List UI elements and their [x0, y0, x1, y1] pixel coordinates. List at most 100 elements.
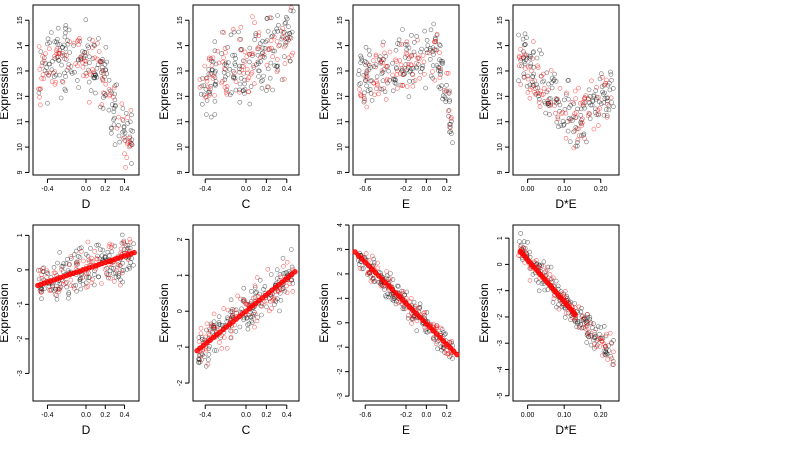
data-point — [571, 129, 576, 135]
data-point — [605, 102, 610, 107]
data-point — [390, 88, 396, 94]
data-point — [283, 20, 289, 26]
fit-point — [382, 280, 389, 286]
data-point — [556, 306, 562, 312]
data-point — [609, 78, 614, 83]
fit-point — [207, 337, 213, 343]
data-point — [367, 52, 373, 58]
y-tick-label: 13 — [17, 67, 24, 75]
fit-points — [35, 249, 137, 289]
fit-point — [194, 348, 200, 354]
data-point — [80, 282, 86, 287]
panel-6: -0.4 0.0 0.2 0.4 C -2 -1 0 1 2 Expression — [157, 224, 300, 437]
data-point — [127, 265, 133, 271]
data-point — [45, 41, 50, 47]
data-point — [213, 61, 219, 67]
data-point — [39, 272, 44, 278]
data-point — [611, 349, 616, 355]
data-point — [276, 43, 281, 49]
data-point — [263, 39, 269, 45]
data-point — [364, 76, 370, 81]
data-point — [414, 65, 419, 71]
data-point — [387, 276, 393, 281]
y-tick-label: -2 — [17, 336, 24, 342]
data-point — [268, 38, 274, 44]
data-point — [111, 94, 116, 100]
data-point — [554, 97, 560, 102]
data-point — [253, 290, 258, 296]
data-point — [542, 287, 548, 293]
data-point — [203, 87, 209, 92]
data-point — [290, 281, 296, 286]
data-point — [81, 258, 86, 264]
data-point — [232, 61, 238, 66]
y-tick-label: 14 — [177, 42, 184, 50]
data-point — [87, 99, 92, 105]
fit-points — [194, 269, 298, 354]
x-tick-label: 0.00 — [521, 412, 535, 419]
data-point — [406, 313, 411, 318]
data-point — [585, 331, 591, 337]
data-point — [249, 51, 254, 57]
data-point — [606, 348, 612, 353]
data-point — [241, 70, 247, 76]
x-tick-label: 0.2 — [262, 186, 272, 193]
data-point — [282, 21, 288, 26]
data-point — [61, 281, 66, 287]
y-tick-label: -1 — [177, 344, 184, 350]
y-axis: 9 10 11 12 13 14 15 Expression — [317, 16, 350, 174]
data-point — [396, 42, 402, 47]
data-point — [55, 42, 61, 47]
data-point — [280, 30, 286, 36]
data-point — [62, 86, 68, 92]
data-point — [281, 263, 286, 269]
y-tick-label: 1 — [17, 233, 24, 237]
data-point — [90, 38, 95, 43]
data-point — [222, 45, 228, 51]
fit-point — [427, 324, 433, 330]
plot-frame — [32, 224, 140, 402]
data-point — [516, 63, 522, 68]
data-point — [435, 346, 440, 352]
y-axis-label: Expression — [157, 283, 171, 342]
data-point — [39, 76, 44, 81]
data-point — [256, 74, 261, 79]
data-point — [282, 61, 288, 66]
data-point — [233, 87, 239, 93]
data-point — [85, 284, 91, 289]
data-point — [400, 288, 406, 294]
data-point — [563, 310, 569, 316]
data-point — [254, 275, 260, 280]
data-point — [597, 344, 603, 349]
data-point — [289, 29, 295, 35]
fit-point — [38, 281, 44, 287]
data-point — [417, 306, 423, 311]
data-point — [258, 59, 263, 64]
data-point — [411, 49, 417, 55]
data-point — [125, 121, 130, 126]
data-point — [209, 323, 214, 329]
data-point — [238, 47, 244, 53]
data-point — [95, 41, 100, 46]
data-point — [237, 37, 242, 42]
data-point — [541, 85, 547, 91]
data-point — [269, 306, 274, 311]
data-point — [576, 133, 582, 138]
data-point — [103, 44, 109, 50]
fit-point — [115, 255, 121, 261]
data-point — [394, 66, 399, 71]
data-point — [360, 266, 366, 271]
data-point — [445, 108, 451, 114]
data-point — [439, 347, 444, 353]
data-point — [71, 283, 76, 289]
data-point — [112, 83, 118, 88]
data-point — [227, 92, 233, 98]
data-point — [252, 20, 257, 26]
data-point — [212, 99, 218, 104]
data-point — [212, 39, 218, 45]
fit-point — [54, 276, 60, 282]
data-point — [368, 78, 373, 84]
data-point — [252, 285, 258, 290]
fit-point — [355, 252, 362, 258]
